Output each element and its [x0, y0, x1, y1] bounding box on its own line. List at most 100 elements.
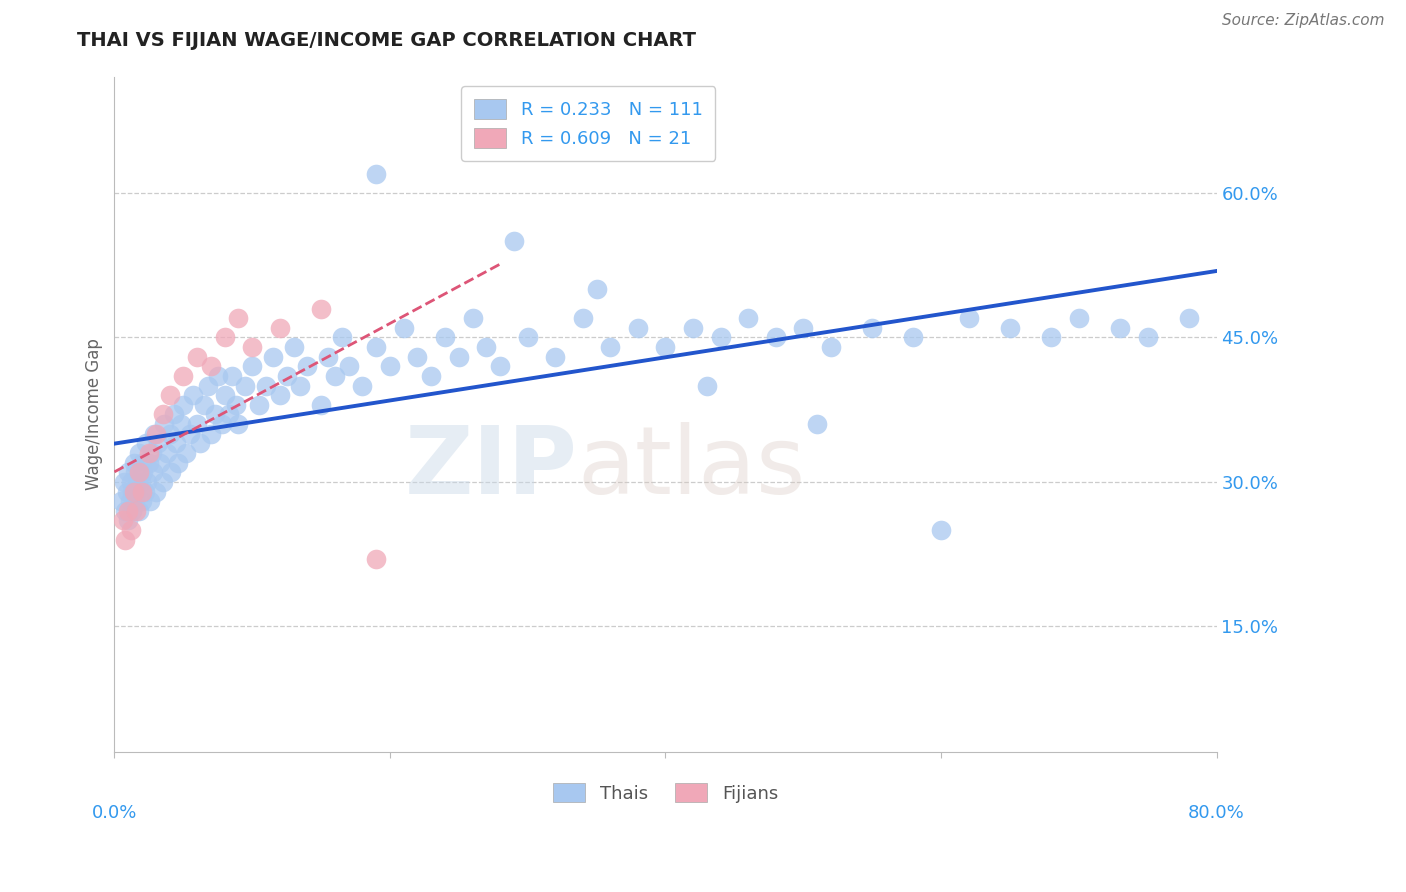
Point — [141, 446, 163, 460]
Point — [138, 446, 160, 460]
Point — [172, 368, 194, 383]
Point — [254, 378, 277, 392]
Point — [447, 350, 470, 364]
Point — [218, 408, 240, 422]
Point — [420, 368, 443, 383]
Point — [149, 456, 172, 470]
Point — [503, 234, 526, 248]
Point — [125, 484, 148, 499]
Point — [110, 494, 132, 508]
Point — [516, 330, 538, 344]
Point — [138, 456, 160, 470]
Point — [207, 368, 229, 383]
Legend: Thais, Fijians: Thais, Fijians — [546, 775, 786, 810]
Point — [366, 552, 388, 566]
Point — [145, 426, 167, 441]
Point — [214, 388, 236, 402]
Point — [792, 321, 814, 335]
Point — [160, 465, 183, 479]
Text: Source: ZipAtlas.com: Source: ZipAtlas.com — [1222, 13, 1385, 29]
Point — [169, 417, 191, 431]
Point — [214, 330, 236, 344]
Text: atlas: atlas — [578, 423, 806, 515]
Point — [1067, 311, 1090, 326]
Point — [211, 417, 233, 431]
Point — [585, 282, 607, 296]
Point — [166, 456, 188, 470]
Text: 0.0%: 0.0% — [91, 805, 138, 822]
Point — [352, 378, 374, 392]
Point — [330, 330, 353, 344]
Point — [122, 456, 145, 470]
Point — [269, 388, 291, 402]
Point — [120, 523, 142, 537]
Point — [366, 167, 388, 181]
Point — [262, 350, 284, 364]
Point — [269, 321, 291, 335]
Point — [228, 311, 250, 326]
Point — [197, 378, 219, 392]
Point — [489, 359, 512, 374]
Point — [115, 484, 138, 499]
Point — [117, 465, 139, 479]
Point — [366, 340, 388, 354]
Point — [225, 398, 247, 412]
Point — [131, 494, 153, 508]
Point — [188, 436, 211, 450]
Point — [163, 408, 186, 422]
Point — [159, 426, 181, 441]
Point — [121, 484, 143, 499]
Point — [233, 378, 256, 392]
Point — [1178, 311, 1201, 326]
Point — [572, 311, 595, 326]
Point — [118, 494, 141, 508]
Point — [228, 417, 250, 431]
Point — [181, 388, 204, 402]
Point — [159, 388, 181, 402]
Point — [290, 378, 312, 392]
Point — [765, 330, 787, 344]
Point — [165, 436, 187, 450]
Point — [316, 350, 339, 364]
Point — [136, 475, 159, 489]
Point — [461, 311, 484, 326]
Point — [117, 513, 139, 527]
Text: THAI VS FIJIAN WAGE/INCOME GAP CORRELATION CHART: THAI VS FIJIAN WAGE/INCOME GAP CORRELATI… — [77, 31, 696, 50]
Point — [152, 408, 174, 422]
Point — [998, 321, 1021, 335]
Point — [128, 504, 150, 518]
Point — [406, 350, 429, 364]
Point — [957, 311, 980, 326]
Point — [200, 426, 222, 441]
Point — [323, 368, 346, 383]
Point — [696, 378, 718, 392]
Point — [200, 359, 222, 374]
Point — [337, 359, 360, 374]
Point — [124, 465, 146, 479]
Point — [434, 330, 457, 344]
Point — [682, 321, 704, 335]
Point — [114, 533, 136, 547]
Point — [148, 436, 170, 450]
Point — [627, 321, 650, 335]
Text: 80.0%: 80.0% — [1188, 805, 1244, 822]
Point — [125, 504, 148, 518]
Y-axis label: Wage/Income Gap: Wage/Income Gap — [86, 339, 103, 491]
Point — [153, 417, 176, 431]
Point — [186, 417, 208, 431]
Point — [129, 475, 152, 489]
Point — [860, 321, 883, 335]
Point — [131, 484, 153, 499]
Point — [132, 465, 155, 479]
Point — [283, 340, 305, 354]
Point — [193, 398, 215, 412]
Point — [112, 475, 135, 489]
Point — [152, 475, 174, 489]
Point — [120, 475, 142, 489]
Point — [142, 465, 165, 479]
Point — [174, 446, 197, 460]
Point — [124, 494, 146, 508]
Point — [156, 446, 179, 460]
Point — [145, 484, 167, 499]
Point — [1109, 321, 1132, 335]
